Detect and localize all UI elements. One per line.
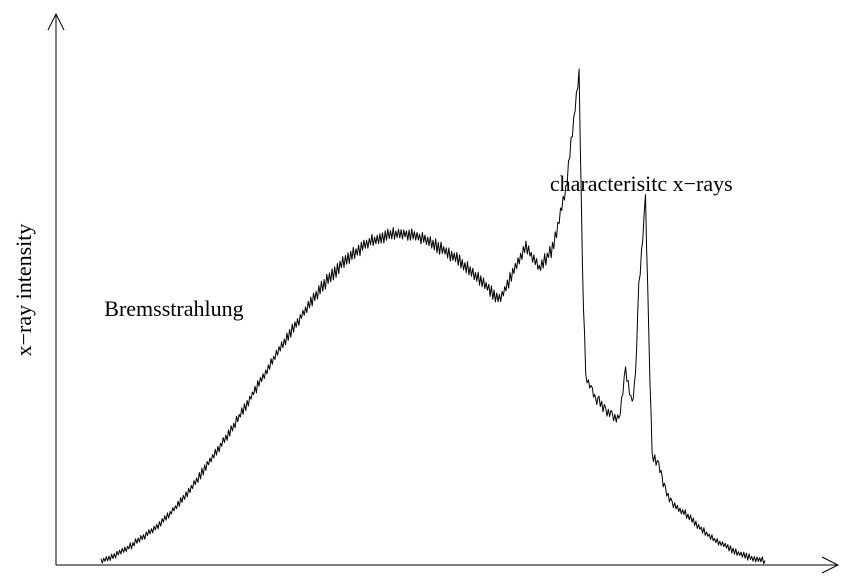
- y-axis: [47, 12, 65, 565]
- annotation-layer: Bremsstrahlung characterisitc x−rays: [104, 171, 732, 321]
- annotation-bremsstrahlung: Bremsstrahlung: [104, 296, 243, 321]
- series-layer: [100, 68, 766, 565]
- spectrum-line-series-0: [100, 68, 766, 565]
- x-axis-arrowhead: [821, 556, 840, 574]
- annotation-characteristic-x-rays: characterisitc x−rays: [550, 171, 733, 196]
- x-axis: [56, 556, 840, 574]
- y-axis-label: x−ray intensity: [11, 224, 36, 357]
- y-axis-arrowhead: [47, 12, 65, 31]
